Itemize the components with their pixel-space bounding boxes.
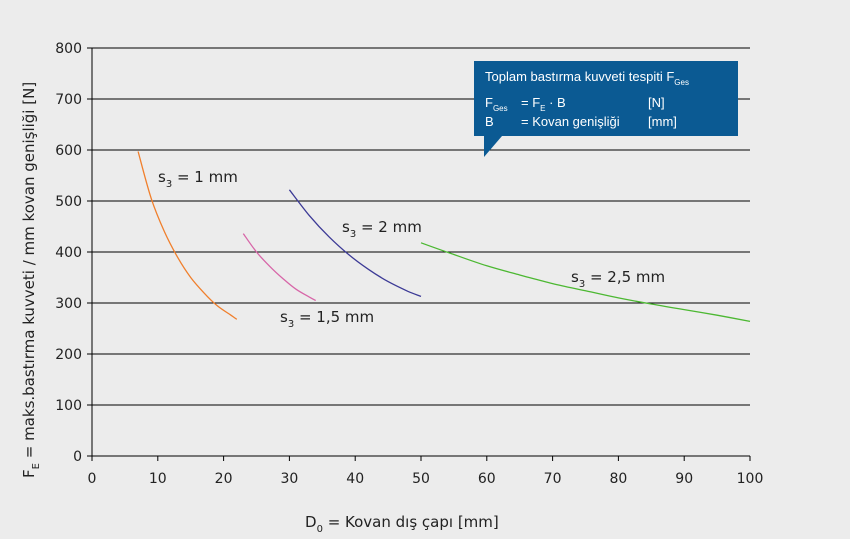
x-tick-label-30: 30: [280, 471, 298, 487]
info-box-row2-unit: [mm]: [648, 114, 677, 129]
info-box-background: [474, 61, 738, 136]
series-label-s3-2-5: s3 = 2,5 mm: [571, 268, 665, 290]
x-tick-label-20: 20: [215, 471, 233, 487]
x-tick-label-90: 90: [675, 471, 693, 487]
series-label-s3-1: s3 = 1 mm: [158, 168, 238, 190]
info-box-row1-symbol: FGes: [485, 95, 508, 113]
y-tick-label-100: 100: [55, 398, 82, 414]
x-tick-label-60: 60: [478, 471, 496, 487]
y-tick-label-300: 300: [55, 296, 82, 312]
series-line-4: [420, 242, 751, 323]
series-curves: [137, 151, 751, 323]
x-tick-label-80: 80: [609, 471, 627, 487]
series-label-s3-1-5: s3 = 1,5 mm: [280, 308, 374, 330]
series-line-2: [242, 233, 317, 302]
x-tick-label-10: 10: [149, 471, 167, 487]
y-tick-labels: 0 100 200 300 400 500 600 700 800: [55, 41, 82, 465]
y-tick-label-400: 400: [55, 245, 82, 261]
info-box-title: Toplam bastırma kuvveti tespiti FGes: [485, 69, 689, 87]
x-tick-label-100: 100: [737, 471, 764, 487]
x-tick-label-40: 40: [346, 471, 364, 487]
info-box-pointer: [484, 136, 502, 157]
y-tick-label-700: 700: [55, 92, 82, 108]
series-label-s3-2: s3 = 2 mm: [342, 218, 422, 240]
y-tick-label-600: 600: [55, 143, 82, 159]
y-tick-label-800: 800: [55, 41, 82, 57]
series-line-3: [288, 189, 422, 298]
info-box-row2-formula: = Kovan genişliği: [521, 114, 620, 129]
info-box-row1-unit: [N]: [648, 95, 665, 110]
y-tick-label-500: 500: [55, 194, 82, 210]
y-tick-label-0: 0: [73, 449, 82, 465]
x-tick-label-50: 50: [412, 471, 430, 487]
info-box-row2-symbol: B: [485, 114, 494, 129]
x-axis-label: D0 = Kovan dış çapı [mm]: [305, 513, 499, 535]
x-tick-label-0: 0: [88, 471, 97, 487]
grid-lines: [87, 47, 751, 461]
info-box: Toplam bastırma kuvveti tespiti FGes FGe…: [474, 61, 738, 157]
info-box-row1-formula: = FE · B: [521, 95, 566, 113]
x-tick-labels: 0 10 20 30 40 50 60 70 80 90 100: [88, 471, 764, 487]
series-line-1: [137, 151, 238, 320]
y-axis-label: FE = maks.bastırma kuvveti / mm kovan ge…: [20, 82, 42, 478]
x-tick-label-70: 70: [544, 471, 562, 487]
y-tick-label-200: 200: [55, 347, 82, 363]
